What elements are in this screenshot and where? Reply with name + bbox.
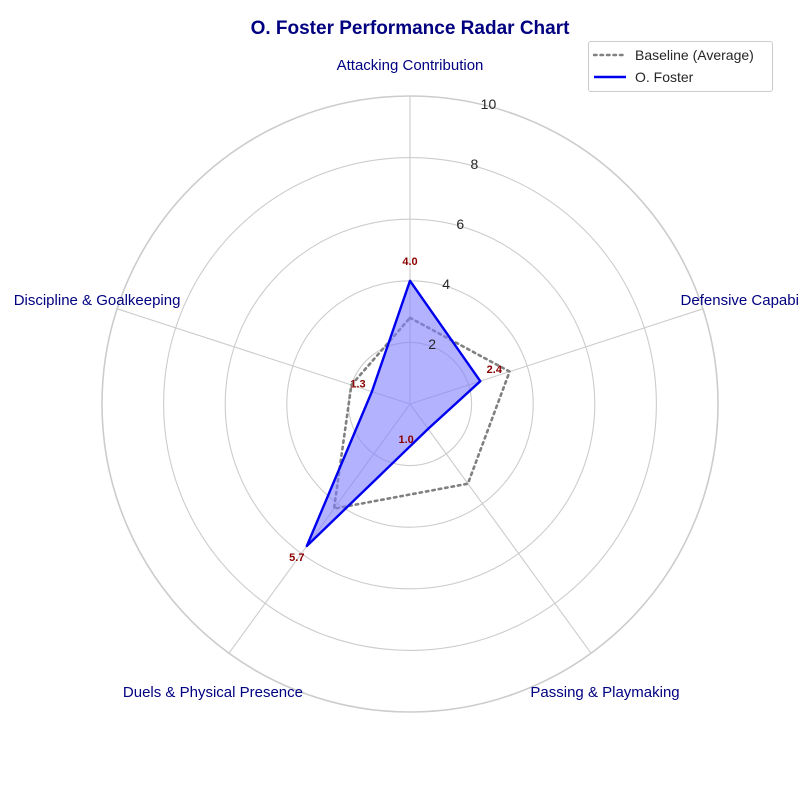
- r-tick-label: 2: [428, 336, 436, 352]
- data-label-3: 5.7: [289, 552, 304, 564]
- legend-foster-swatch: [594, 75, 626, 79]
- legend-item-baseline: Baseline (Average): [589, 45, 754, 65]
- series-foster-polygon: [305, 279, 482, 548]
- axis-label-0: Attacking Contribution: [337, 57, 484, 74]
- radar-series: [305, 279, 511, 548]
- data-label-2: 1.0: [398, 434, 413, 446]
- legend-foster-label: O. Foster: [635, 69, 694, 85]
- chart-title: O. Foster Performance Radar Chart: [250, 18, 570, 39]
- radar-labels: 2 4 6 8 10 Attacking Contribution Defensive Ca…: [14, 57, 800, 701]
- legend: Baseline (Average) O. Foster: [588, 41, 773, 92]
- axis-label-1: Defensive Capability: [681, 292, 800, 309]
- data-label-4: 1.3: [350, 379, 365, 391]
- r-tick-label: 10: [481, 96, 497, 112]
- legend-baseline-label: Baseline (Average): [635, 47, 754, 63]
- r-tick-label: 6: [456, 216, 464, 232]
- axis-label-3: Duels & Physical Presence: [123, 684, 303, 701]
- r-tick-label: 8: [470, 156, 478, 172]
- legend-baseline-swatch: [593, 53, 627, 57]
- spoke-line: [116, 308, 411, 405]
- data-label-1: 2.4: [487, 364, 503, 376]
- spoke-line: [409, 403, 592, 654]
- series-baseline-polygon: [332, 316, 511, 511]
- legend-item-foster: O. Foster: [589, 67, 693, 87]
- radar-grid: [101, 95, 719, 713]
- data-label-0: 4.0: [402, 256, 417, 268]
- axis-label-2: Passing & Playmaking: [530, 684, 679, 701]
- axis-label-4: Discipline & Goalkeeping: [14, 292, 181, 309]
- r-tick-label: 4: [442, 276, 450, 292]
